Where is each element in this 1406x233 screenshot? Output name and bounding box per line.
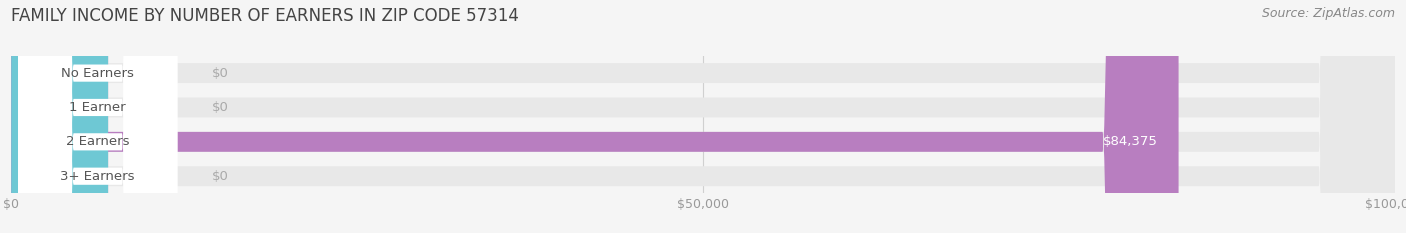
Text: $0: $0 bbox=[212, 67, 229, 80]
FancyBboxPatch shape bbox=[18, 0, 177, 233]
Text: $0: $0 bbox=[212, 101, 229, 114]
Text: 2 Earners: 2 Earners bbox=[66, 135, 129, 148]
Text: No Earners: No Earners bbox=[62, 67, 134, 80]
Text: 3+ Earners: 3+ Earners bbox=[60, 170, 135, 183]
FancyBboxPatch shape bbox=[11, 0, 108, 233]
Text: Source: ZipAtlas.com: Source: ZipAtlas.com bbox=[1261, 7, 1395, 20]
Text: $84,375: $84,375 bbox=[1102, 135, 1157, 148]
FancyBboxPatch shape bbox=[11, 0, 1395, 233]
FancyBboxPatch shape bbox=[18, 0, 177, 233]
FancyBboxPatch shape bbox=[11, 0, 108, 233]
Text: FAMILY INCOME BY NUMBER OF EARNERS IN ZIP CODE 57314: FAMILY INCOME BY NUMBER OF EARNERS IN ZI… bbox=[11, 7, 519, 25]
FancyBboxPatch shape bbox=[11, 0, 1395, 233]
Text: $0: $0 bbox=[212, 170, 229, 183]
FancyBboxPatch shape bbox=[18, 0, 177, 233]
FancyBboxPatch shape bbox=[11, 0, 1395, 233]
FancyBboxPatch shape bbox=[18, 0, 177, 233]
FancyBboxPatch shape bbox=[11, 0, 1178, 233]
Text: 1 Earner: 1 Earner bbox=[69, 101, 127, 114]
FancyBboxPatch shape bbox=[11, 0, 108, 233]
FancyBboxPatch shape bbox=[11, 0, 1395, 233]
